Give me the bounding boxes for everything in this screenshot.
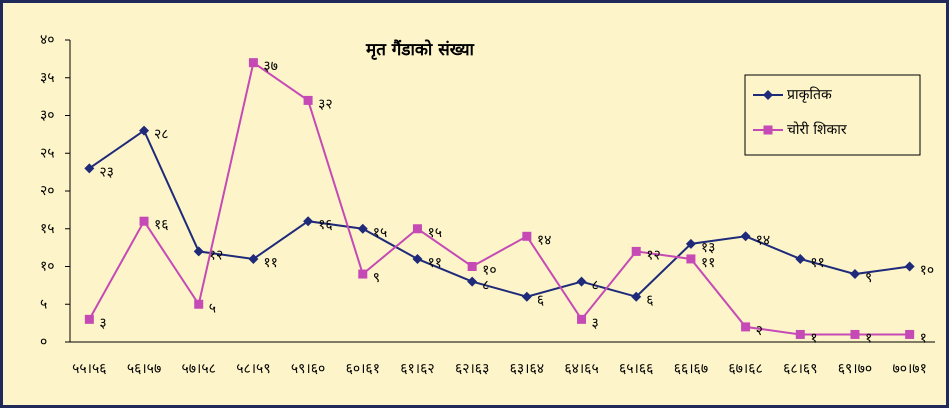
point — [631, 291, 642, 302]
data-label: ६ — [537, 293, 544, 309]
data-label: १ — [865, 330, 872, 346]
data-label: ३ — [592, 315, 599, 331]
point — [850, 329, 860, 339]
point — [139, 125, 150, 136]
y-tick-label: ३० — [40, 108, 55, 124]
data-label: ११ — [701, 255, 716, 271]
x-tick-label: ६६।६७ — [674, 361, 708, 377]
legend-marker — [763, 125, 773, 135]
data-label: ३२ — [318, 96, 333, 112]
data-label: २८ — [154, 127, 169, 143]
point — [248, 253, 259, 264]
x-tick-label: ६२।६३ — [455, 361, 489, 377]
data-label: २३ — [99, 164, 114, 180]
y-tick-label: ४० — [40, 32, 55, 48]
x-tick-label: ६०।६१ — [346, 361, 380, 377]
y-tick-label: १० — [40, 259, 55, 275]
y-tick-label: ३५ — [40, 70, 55, 86]
point — [412, 224, 422, 234]
x-tick-label: ५९।६० — [291, 361, 325, 377]
data-label: १४ — [756, 232, 771, 248]
series-line — [88, 129, 910, 298]
point — [904, 261, 915, 272]
point — [849, 269, 860, 280]
data-label: ५ — [209, 300, 216, 316]
point — [248, 58, 258, 68]
point — [194, 299, 204, 309]
point — [741, 322, 751, 332]
x-tick-label: ५७।५८ — [182, 361, 216, 377]
x-tick-label: ५८।५९ — [236, 361, 270, 377]
point — [795, 329, 805, 339]
point — [576, 276, 587, 287]
data-label: १ — [810, 330, 817, 346]
point — [412, 253, 423, 264]
point — [303, 216, 314, 227]
x-tick-label: ५५।५६ — [72, 361, 106, 377]
point — [686, 254, 696, 264]
legend-label: चोरी शिकार — [787, 121, 847, 138]
x-tick-label: ६१।६२ — [400, 361, 434, 377]
data-label: १६ — [318, 217, 333, 233]
data-label: १५ — [427, 225, 442, 241]
x-tick-label: ६४।६५ — [564, 361, 598, 377]
x-tick-label: ६७।६८ — [728, 361, 762, 377]
point — [139, 216, 149, 226]
point — [84, 163, 95, 174]
x-tick-label: ५६।५७ — [127, 361, 161, 377]
data-label: १४ — [537, 232, 552, 248]
legend-label: प्राकृतिक — [787, 86, 832, 103]
x-tick-label: ६८।६९ — [783, 361, 817, 377]
data-label: ११ — [810, 255, 825, 271]
point — [740, 231, 751, 242]
point — [467, 276, 478, 287]
data-label: ९ — [865, 270, 872, 286]
point — [905, 329, 915, 339]
data-label: १२ — [646, 247, 661, 263]
point — [521, 291, 532, 302]
series-line — [88, 60, 910, 336]
data-label: १० — [482, 263, 497, 279]
data-label: १५ — [373, 225, 388, 241]
point — [358, 269, 368, 279]
point — [467, 262, 477, 271]
legend — [744, 74, 921, 156]
data-label: १० — [920, 263, 935, 279]
data-label: ९ — [373, 270, 380, 286]
chart-title: मृत गैंडाको संख्या — [365, 39, 475, 60]
x-tick-label: ६९।७० — [838, 361, 872, 377]
data-label: १६ — [154, 217, 169, 233]
data-label: १ — [920, 330, 927, 346]
point — [795, 253, 806, 264]
data-label: ८ — [482, 278, 489, 294]
data-label: ११ — [263, 255, 278, 271]
point — [522, 231, 532, 241]
data-label: ११ — [427, 255, 442, 271]
y-tick-label: ५ — [40, 296, 47, 312]
point — [84, 314, 94, 324]
point — [193, 246, 204, 257]
point — [685, 238, 696, 249]
y-tick-label: १५ — [40, 221, 55, 237]
y-tick-label: २० — [40, 183, 55, 199]
data-label: ३७ — [263, 59, 278, 75]
point — [577, 314, 587, 324]
data-label: ८ — [592, 278, 599, 294]
y-tick-label: ० — [40, 334, 47, 350]
data-label: ३ — [99, 315, 106, 331]
point — [631, 246, 641, 256]
y-tick-label: २५ — [40, 145, 55, 161]
point — [357, 223, 368, 234]
point — [303, 95, 313, 105]
data-label: १२ — [209, 247, 224, 263]
data-label: २ — [756, 323, 763, 339]
data-label: १३ — [701, 240, 716, 256]
x-tick-label: ६३।६४ — [510, 361, 544, 377]
legend-marker — [763, 90, 773, 100]
x-tick-label: ६५।६६ — [619, 361, 653, 377]
x-tick-label: ७०।७१ — [892, 361, 926, 377]
data-label: ६ — [646, 293, 653, 309]
